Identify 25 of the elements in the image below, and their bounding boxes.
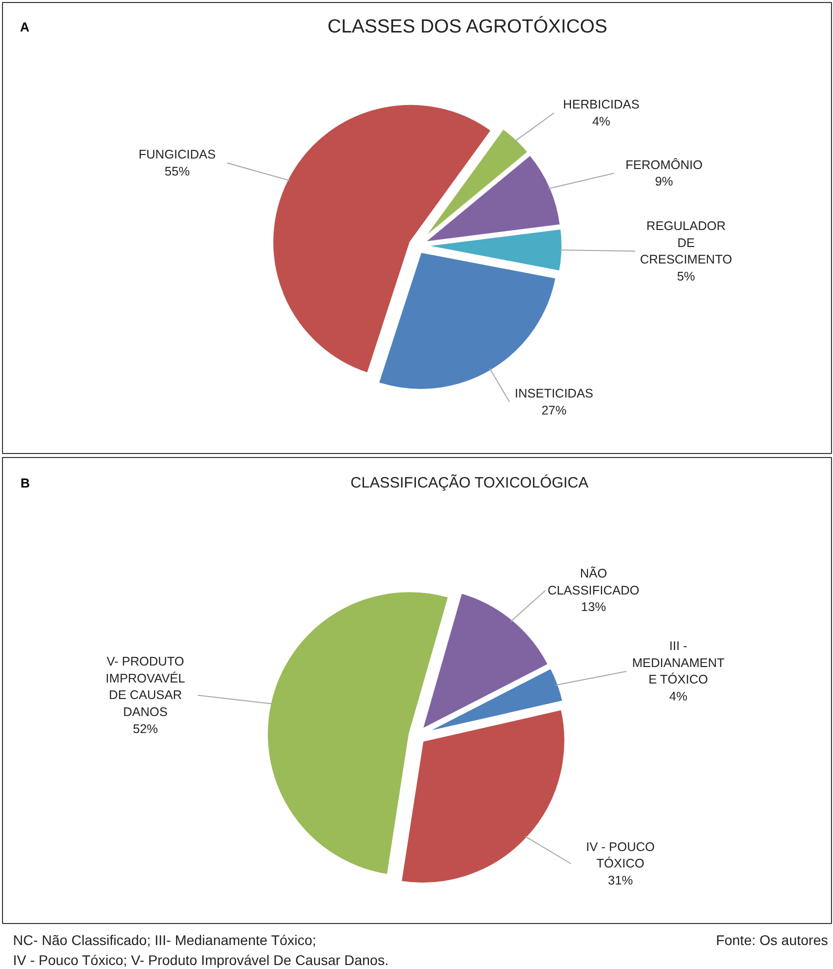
data-label: 52% xyxy=(132,722,158,736)
slice-label: V- PRODUTO IMPROVAVÉL DE CAUSAR DANOS xyxy=(106,654,186,720)
data-label: 5% xyxy=(676,269,696,284)
text: IV - Pouco Tóxico; V- Produto Improvável De Causar Danos. xyxy=(13,952,389,968)
slice-label: FUNGICIDAS xyxy=(138,148,216,162)
text: A xyxy=(20,20,30,35)
slice-label: FEROMÔNIO xyxy=(625,158,703,172)
data-label: 4% xyxy=(592,114,610,128)
data-label: 55% xyxy=(164,164,190,178)
data-label: 13% xyxy=(581,600,606,614)
text: B xyxy=(20,476,30,491)
data-label: 27% xyxy=(541,403,567,418)
data-label: 4% xyxy=(669,690,688,704)
chart-title: CLASSIFICAÇÃO TOXICOLÓGICA xyxy=(350,474,588,492)
slice-label: INSETICIDAS xyxy=(514,386,594,401)
data-label: 9% xyxy=(654,174,674,189)
text: NC- Não Classificado; III- Medianamente Tóxico; xyxy=(13,932,316,948)
slice-label: III - MEDIANAMENT E TÓXICO xyxy=(632,639,725,687)
slice-label: IV - POUCO TÓXICO xyxy=(586,840,656,871)
slice-label: HERBICIDAS xyxy=(563,97,640,112)
slice-label: REGULADOR DE CRESCIMENTO xyxy=(640,218,732,267)
chart-title: CLASSES DOS AGROTÓXICOS xyxy=(327,16,608,38)
source-note: Fonte: Os autores xyxy=(716,931,828,950)
data-label: 31% xyxy=(608,874,633,888)
slice-label: NÃO CLASSIFICADO xyxy=(548,566,640,598)
